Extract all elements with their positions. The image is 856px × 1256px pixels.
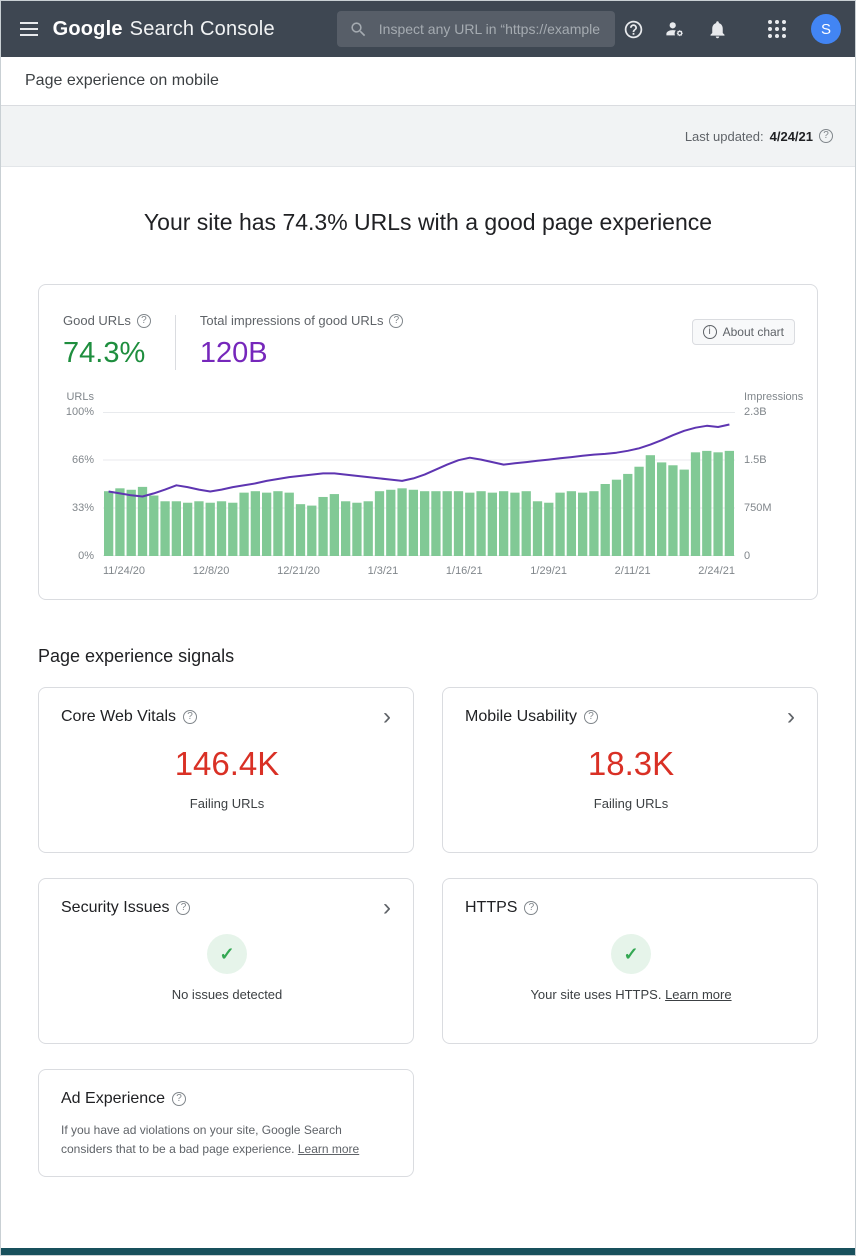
logo-product-text: Search Console <box>129 17 275 40</box>
y-axis-tick-right: 0 <box>744 550 751 562</box>
y-axis-tick-left: 100% <box>65 406 94 418</box>
experience-chart-svg <box>103 412 735 556</box>
card-core-web-vitals[interactable]: Core Web Vitals ? › 146.4K Failing URLs <box>38 687 414 853</box>
x-axis-tick: 2/11/21 <box>614 565 651 577</box>
y-axis-tick-right: 750M <box>744 502 772 514</box>
card-title: Mobile Usability <box>465 708 578 725</box>
chevron-right-icon[interactable]: › <box>383 703 391 730</box>
metric-divider <box>174 315 176 370</box>
failing-urls-count: 18.3K <box>587 745 675 782</box>
help-icon[interactable]: ? <box>524 901 539 915</box>
help-icon[interactable]: ? <box>584 710 599 724</box>
right-axis-title: Impressions <box>744 391 804 403</box>
y-axis-tick-right: 1.5B <box>744 454 767 466</box>
status-caption: Your site uses HTTPS. Learn more <box>530 987 732 1002</box>
report-body: Your site has 74.3% URLs with a good pag… <box>1 167 855 1248</box>
x-axis-tick: 12/8/20 <box>192 565 230 577</box>
help-icon[interactable]: ? <box>172 1092 187 1106</box>
report-meta-band: Last updated: 4/24/21 ? <box>1 106 855 167</box>
logo-google-text: Google <box>52 17 123 40</box>
last-updated-label: Last updated: <box>684 128 764 144</box>
left-axis-title: URLs <box>66 391 94 403</box>
last-updated-date: 4/24/21 <box>769 128 813 144</box>
google-apps-button[interactable] <box>759 11 795 47</box>
x-axis-tick: 1/16/21 <box>445 565 483 577</box>
y-axis-tick-left: 66% <box>71 454 94 466</box>
chevron-right-icon[interactable]: › <box>787 703 795 730</box>
chevron-right-icon[interactable]: › <box>383 894 391 921</box>
url-inspect-input[interactable] <box>376 20 603 38</box>
breadcrumb-label: Page experience on mobile <box>25 72 219 89</box>
card-title: HTTPS <box>465 899 518 916</box>
signals-grid: Core Web Vitals ? › 146.4K Failing URLs … <box>38 687 818 1178</box>
impressions-value: 120B <box>199 337 268 369</box>
x-axis-tick: 11/24/20 <box>103 565 146 577</box>
experience-chart-card: Good URLs ? 74.3% Total impressions of g… <box>38 284 818 600</box>
card-mobile-usability[interactable]: Mobile Usability ? › 18.3K Failing URLs <box>442 687 818 853</box>
learn-more-link[interactable]: Learn more <box>297 1141 360 1156</box>
y-axis-tick-right: 2.3B <box>744 406 767 418</box>
card-ad-experience: Ad Experience ? If you have ad violation… <box>38 1069 414 1178</box>
page-title: Your site has 74.3% URLs with a good pag… <box>143 209 713 235</box>
failing-urls-count: 146.4K <box>174 745 280 782</box>
header-actions: S <box>615 11 841 47</box>
signals-heading: Page experience signals <box>38 646 235 666</box>
card-title: Ad Experience <box>61 1090 166 1107</box>
card-security-issues[interactable]: Security Issues ? › ✓ No issues detected <box>38 878 414 1044</box>
check-circle-icon: ✓ <box>207 934 247 974</box>
failing-urls-caption: Failing URLs <box>189 796 265 811</box>
ad-experience-body: If you have ad violations on your site, … <box>61 1123 360 1156</box>
url-inspection-search[interactable] <box>336 11 615 47</box>
notifications-button[interactable] <box>699 11 735 47</box>
user-gear-icon <box>664 18 686 40</box>
menu-button[interactable] <box>11 9 47 49</box>
card-https: HTTPS ? ✓ Your site uses HTTPS. Learn mo… <box>442 878 818 1044</box>
y-axis-tick-left: 0% <box>78 550 94 562</box>
app-header: Google Search Console <box>1 1 855 57</box>
help-icon[interactable]: ? <box>176 901 191 915</box>
impressions-metric: Total impressions of good URLs ? 120B <box>200 313 404 370</box>
help-icon[interactable]: ? <box>136 313 151 328</box>
x-axis-tick: 2/24/21 <box>698 565 735 577</box>
learn-more-link[interactable]: Learn more <box>665 987 732 1002</box>
account-avatar[interactable]: S <box>811 14 841 44</box>
card-title: Security Issues <box>61 899 170 916</box>
failing-urls-caption: Failing URLs <box>593 796 669 811</box>
card-title: Core Web Vitals <box>61 708 177 725</box>
x-axis-tick: 1/29/21 <box>530 565 567 577</box>
good-urls-value: 74.3% <box>63 337 146 369</box>
manage-users-button[interactable] <box>657 11 693 47</box>
search-icon <box>349 20 368 39</box>
footer-strip <box>1 1248 855 1255</box>
breadcrumb: Page experience on mobile <box>1 57 855 106</box>
help-button[interactable] <box>615 11 651 47</box>
x-axis-tick: 1/3/21 <box>367 565 399 577</box>
app-logo[interactable]: Google Search Console <box>53 18 275 41</box>
impressions-label: Total impressions of good URLs <box>199 313 384 328</box>
y-axis-tick-left: 33% <box>71 502 94 514</box>
good-urls-label: Good URLs <box>63 313 131 328</box>
help-icon[interactable]: ? <box>819 129 833 143</box>
chart-region: URLs Impressions 0% 33% 66% 100% 0 750M 1.5B 2.… <box>53 391 803 577</box>
info-icon: i <box>702 325 717 339</box>
chart-metrics-row: Good URLs ? 74.3% Total impressions of g… <box>39 285 817 370</box>
bell-icon <box>707 19 728 40</box>
help-circle-icon <box>623 19 644 40</box>
chart-plot-area: URLs Impressions 0% 33% 66% 100% 0 750M 1.5B 2.… <box>66 391 803 562</box>
x-axis-tick: 12/21/20 <box>277 565 320 577</box>
check-circle-icon: ✓ <box>611 934 651 974</box>
about-chart-label: About chart <box>722 325 784 339</box>
apps-grid-icon <box>768 20 786 38</box>
about-chart-button[interactable]: i About chart <box>691 319 795 345</box>
good-urls-metric: Good URLs ? 74.3% <box>63 313 151 370</box>
help-icon[interactable]: ? <box>183 710 198 724</box>
x-axis-labels: 11/24/20 12/8/20 12/21/20 1/3/21 1/16/21 1/29… <box>103 565 735 577</box>
help-icon[interactable]: ? <box>389 313 404 328</box>
status-caption: No issues detected <box>171 987 283 1002</box>
